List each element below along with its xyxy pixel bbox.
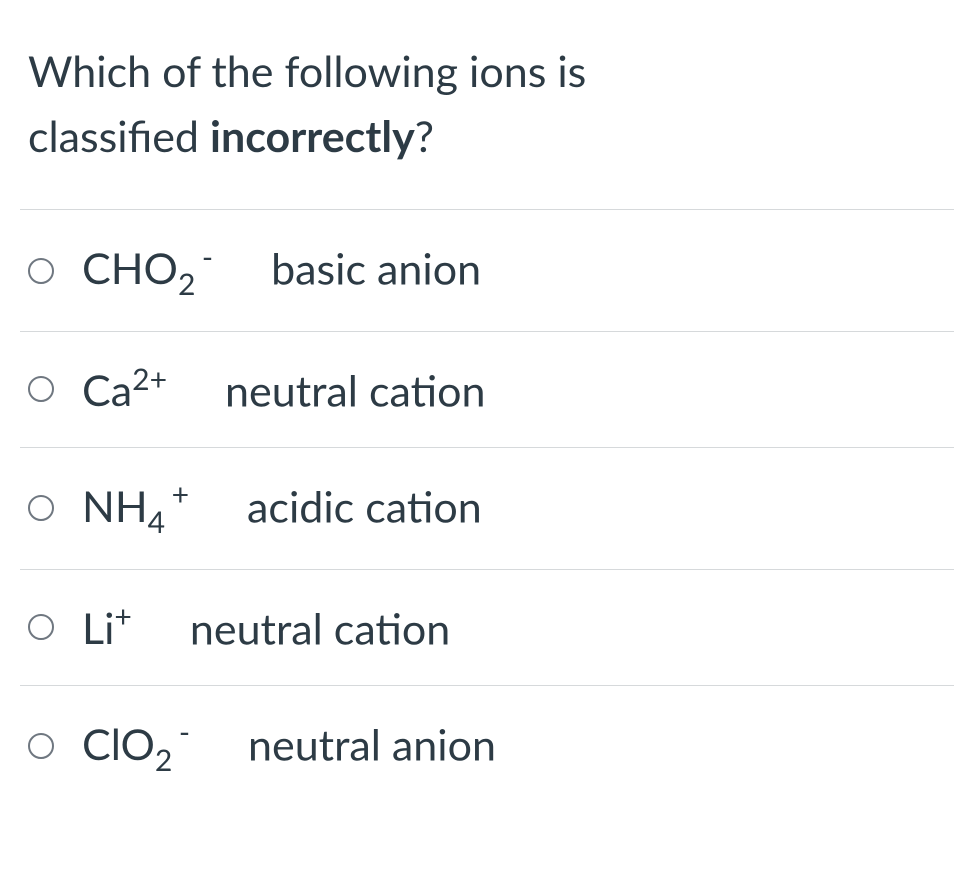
question-line1: Which of the following ions is xyxy=(28,46,586,97)
option-row[interactable]: NH4+ acidic cation xyxy=(20,448,954,570)
quiz-page: Which of the following ions is classifie… xyxy=(0,0,974,837)
ion-formula: CHO2- xyxy=(82,243,213,294)
classification-text: neutral cation xyxy=(225,365,485,416)
option-label: Ca2+ neutral cation xyxy=(82,362,485,417)
option-label: NH4+ acidic cation xyxy=(82,478,482,539)
options-list: CHO2- basic anion Ca2+ neutral cation NH4+ ac… xyxy=(20,209,954,807)
radio-button[interactable] xyxy=(28,733,54,759)
classification-text: basic anion xyxy=(271,243,481,294)
question-line2-prefix: classified xyxy=(28,111,210,162)
ion-formula: NH4+ xyxy=(82,481,189,532)
question-text: Which of the following ions is classifie… xyxy=(28,40,954,169)
classification-text: neutral anion xyxy=(248,719,496,770)
ion-formula: Ca2+ xyxy=(82,365,167,416)
ion-formula: Li+ xyxy=(82,603,132,654)
option-row[interactable]: Ca2+ neutral cation xyxy=(20,332,954,448)
radio-button[interactable] xyxy=(28,258,54,284)
radio-button[interactable] xyxy=(28,614,54,640)
option-row[interactable]: CHO2- basic anion xyxy=(20,210,954,332)
classification-text: neutral cation xyxy=(190,603,450,654)
option-label: Li+ neutral cation xyxy=(82,600,450,655)
question-line2-bold: incorrectly xyxy=(210,111,415,162)
option-label: ClO2- neutral anion xyxy=(82,716,496,777)
radio-button[interactable] xyxy=(28,495,54,521)
radio-button[interactable] xyxy=(28,376,54,402)
classification-text: acidic cation xyxy=(247,481,482,532)
ion-formula: ClO2- xyxy=(82,719,190,770)
option-row[interactable]: ClO2- neutral anion xyxy=(20,686,954,807)
option-label: CHO2- basic anion xyxy=(82,240,481,301)
option-row[interactable]: Li+ neutral cation xyxy=(20,570,954,686)
question-line2-suffix: ? xyxy=(415,111,434,162)
